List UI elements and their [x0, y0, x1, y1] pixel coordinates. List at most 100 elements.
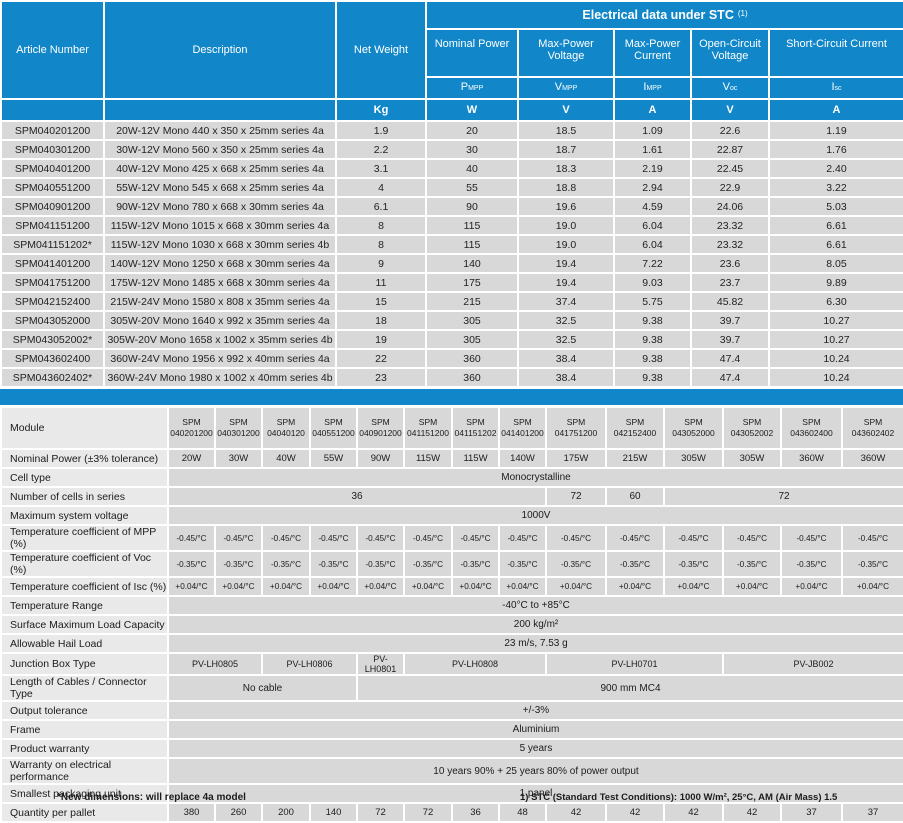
spec-value-cell: -0.45/°C: [214, 524, 263, 552]
isc-cell: 1.76: [767, 139, 903, 160]
article-table: Article Number Description Net Weight El…: [0, 0, 903, 388]
module-code: 041751200: [554, 428, 598, 438]
article-number-cell: SPM041151202*: [0, 234, 105, 255]
module-column-header: SPM 041151202: [451, 406, 500, 450]
description-cell: 20W-12V Mono 440 x 350 x 25mm series 4a: [103, 120, 337, 141]
spec-value-cell: -0.45/°C: [309, 524, 358, 552]
pmpp-cell: 215: [425, 291, 519, 312]
spec-label: Cell type: [0, 467, 169, 488]
spec-value-cell: -0.35/°C: [605, 550, 665, 578]
module-code: 043602402: [851, 428, 895, 438]
impp-unit: A: [613, 98, 692, 122]
spec-row: Temperature coefficient of Isc (%) +0.04/…: [0, 576, 903, 597]
vmpp-cell: 19.0: [517, 215, 615, 236]
spec-value-cell: +0.04/°C: [780, 576, 843, 597]
impp-cell: 9.38: [613, 310, 692, 331]
symbol-main: V: [722, 81, 730, 93]
pmpp-cell: 305: [425, 310, 519, 331]
isc-cell: 3.22: [767, 177, 903, 198]
spec-value-cell: -0.35/°C: [403, 550, 453, 578]
description-cell: 305W-20V Mono 1640 x 992 x 35mm series 4…: [103, 310, 337, 331]
module-prefix: SPM: [276, 417, 296, 427]
spec-value-cell: -0.45/°C: [605, 524, 665, 552]
symbol-main: I: [643, 81, 647, 93]
module-column-header: SPM 040301200: [214, 406, 263, 450]
spec-value-cell: +0.04/°C: [356, 576, 405, 597]
impp-cell: 9.38: [613, 329, 692, 350]
module-prefix: SPM: [625, 417, 645, 427]
spec-value-segment: No cable: [167, 674, 358, 702]
spec-value-cell: 360W: [841, 448, 903, 469]
voc-cell: 22.45: [690, 158, 770, 179]
spec-label: Number of cells in series: [0, 486, 169, 507]
spec-value-span: Monocrystalline: [167, 467, 903, 488]
spec-value-span: 10 years 90% + 25 years 80% of power out…: [167, 757, 903, 785]
net-weight-cell: 18: [335, 310, 427, 331]
impp-cell: 1.61: [613, 139, 692, 160]
vmpp-cell: 19.6: [517, 196, 615, 217]
pmpp-unit: W: [425, 98, 519, 122]
impp-symbol: IMPP: [613, 76, 692, 100]
isc-cell: 9.89: [767, 272, 903, 293]
top-table-row: SPM040901200 90W-12V Mono 780 x 668 x 30m…: [0, 196, 903, 217]
net-weight-cell: 1.9: [335, 120, 427, 141]
module-prefix: SPM: [742, 417, 762, 427]
impp-cell: 2.19: [613, 158, 692, 179]
symbol-sub: MPP: [646, 85, 662, 92]
spec-label: Output tolerance: [0, 700, 169, 721]
voc-cell: 23.7: [690, 272, 770, 293]
top-table-row: SPM043602400 360W-24V Mono 1956 x 992 x 4…: [0, 348, 903, 369]
isc-symbol: Isc: [767, 76, 903, 100]
net-weight-cell: 9: [335, 253, 427, 274]
article-number-cell: SPM043602402*: [0, 367, 105, 388]
spec-label: Temperature Range: [0, 595, 169, 616]
spec-value-cell: 140W: [498, 448, 547, 469]
spec-value-cell: +0.04/°C: [841, 576, 903, 597]
spec-row: Temperature coefficient of MPP (%) -0.45/…: [0, 524, 903, 552]
article-number-cell: SPM040401200: [0, 158, 105, 179]
vmpp-cell: 18.8: [517, 177, 615, 198]
description-cell: 215W-24V Mono 1580 x 808 x 35mm series 4…: [103, 291, 337, 312]
isc-cell: 10.24: [767, 367, 903, 388]
spec-row: Maximum system voltage 1000V: [0, 505, 903, 526]
spec-row: Output tolerance +/-3%: [0, 700, 903, 721]
net-weight-cell: 2.2: [335, 139, 427, 160]
description-cell: 115W-12V Mono 1030 x 668 x 30mm series 4…: [103, 234, 337, 255]
pmpp-cell: 140: [425, 253, 519, 274]
module-prefix: SPM: [566, 417, 586, 427]
description-cell: 360W-24V Mono 1980 x 1002 x 40mm series …: [103, 367, 337, 388]
stc-title: Electrical data under STC: [582, 8, 734, 22]
nominal-power-header: Nominal Power: [425, 28, 519, 78]
isc-cell: 10.27: [767, 329, 903, 350]
net-weight-cell: 6.1: [335, 196, 427, 217]
spec-value-cell: -0.35/°C: [545, 550, 607, 578]
module-prefix: SPM: [182, 417, 201, 427]
module-code: 043052002: [730, 428, 774, 438]
impp-cell: 6.04: [613, 234, 692, 255]
net-weight-cell: 23: [335, 367, 427, 388]
spec-value-cell: 115W: [451, 448, 500, 469]
impp-cell: 6.04: [613, 215, 692, 236]
spec-label: Product warranty: [0, 738, 169, 759]
net-weight-cell: 11: [335, 272, 427, 293]
spec-value-cell: -0.45/°C: [498, 524, 547, 552]
spec-value-cell: 90W: [356, 448, 405, 469]
top-table-body: SPM040201200 20W-12V Mono 440 x 350 x 25m…: [0, 120, 903, 388]
net-weight-cell: 3.1: [335, 158, 427, 179]
spec-value-segment: 36: [167, 486, 547, 507]
article-number-cell: SPM043052002*: [0, 329, 105, 350]
pmpp-cell: 360: [425, 367, 519, 388]
symbol-main: I: [831, 81, 835, 93]
module-prefix: SPM: [466, 417, 485, 427]
description-cell: 40W-12V Mono 425 x 668 x 25mm series 4a: [103, 158, 337, 179]
module-code: 041151200: [407, 428, 449, 438]
spec-value-segment: PV-LH0801: [356, 652, 405, 676]
impp-cell: 7.22: [613, 253, 692, 274]
vmpp-cell: 38.4: [517, 348, 615, 369]
spec-value-segment: PV-LH0805: [167, 652, 263, 676]
spec-value-cell: +0.04/°C: [403, 576, 453, 597]
spec-label: Temperature coefficient of Isc (%): [0, 576, 169, 597]
net-weight-cell: 22: [335, 348, 427, 369]
net-weight-cell: 8: [335, 215, 427, 236]
